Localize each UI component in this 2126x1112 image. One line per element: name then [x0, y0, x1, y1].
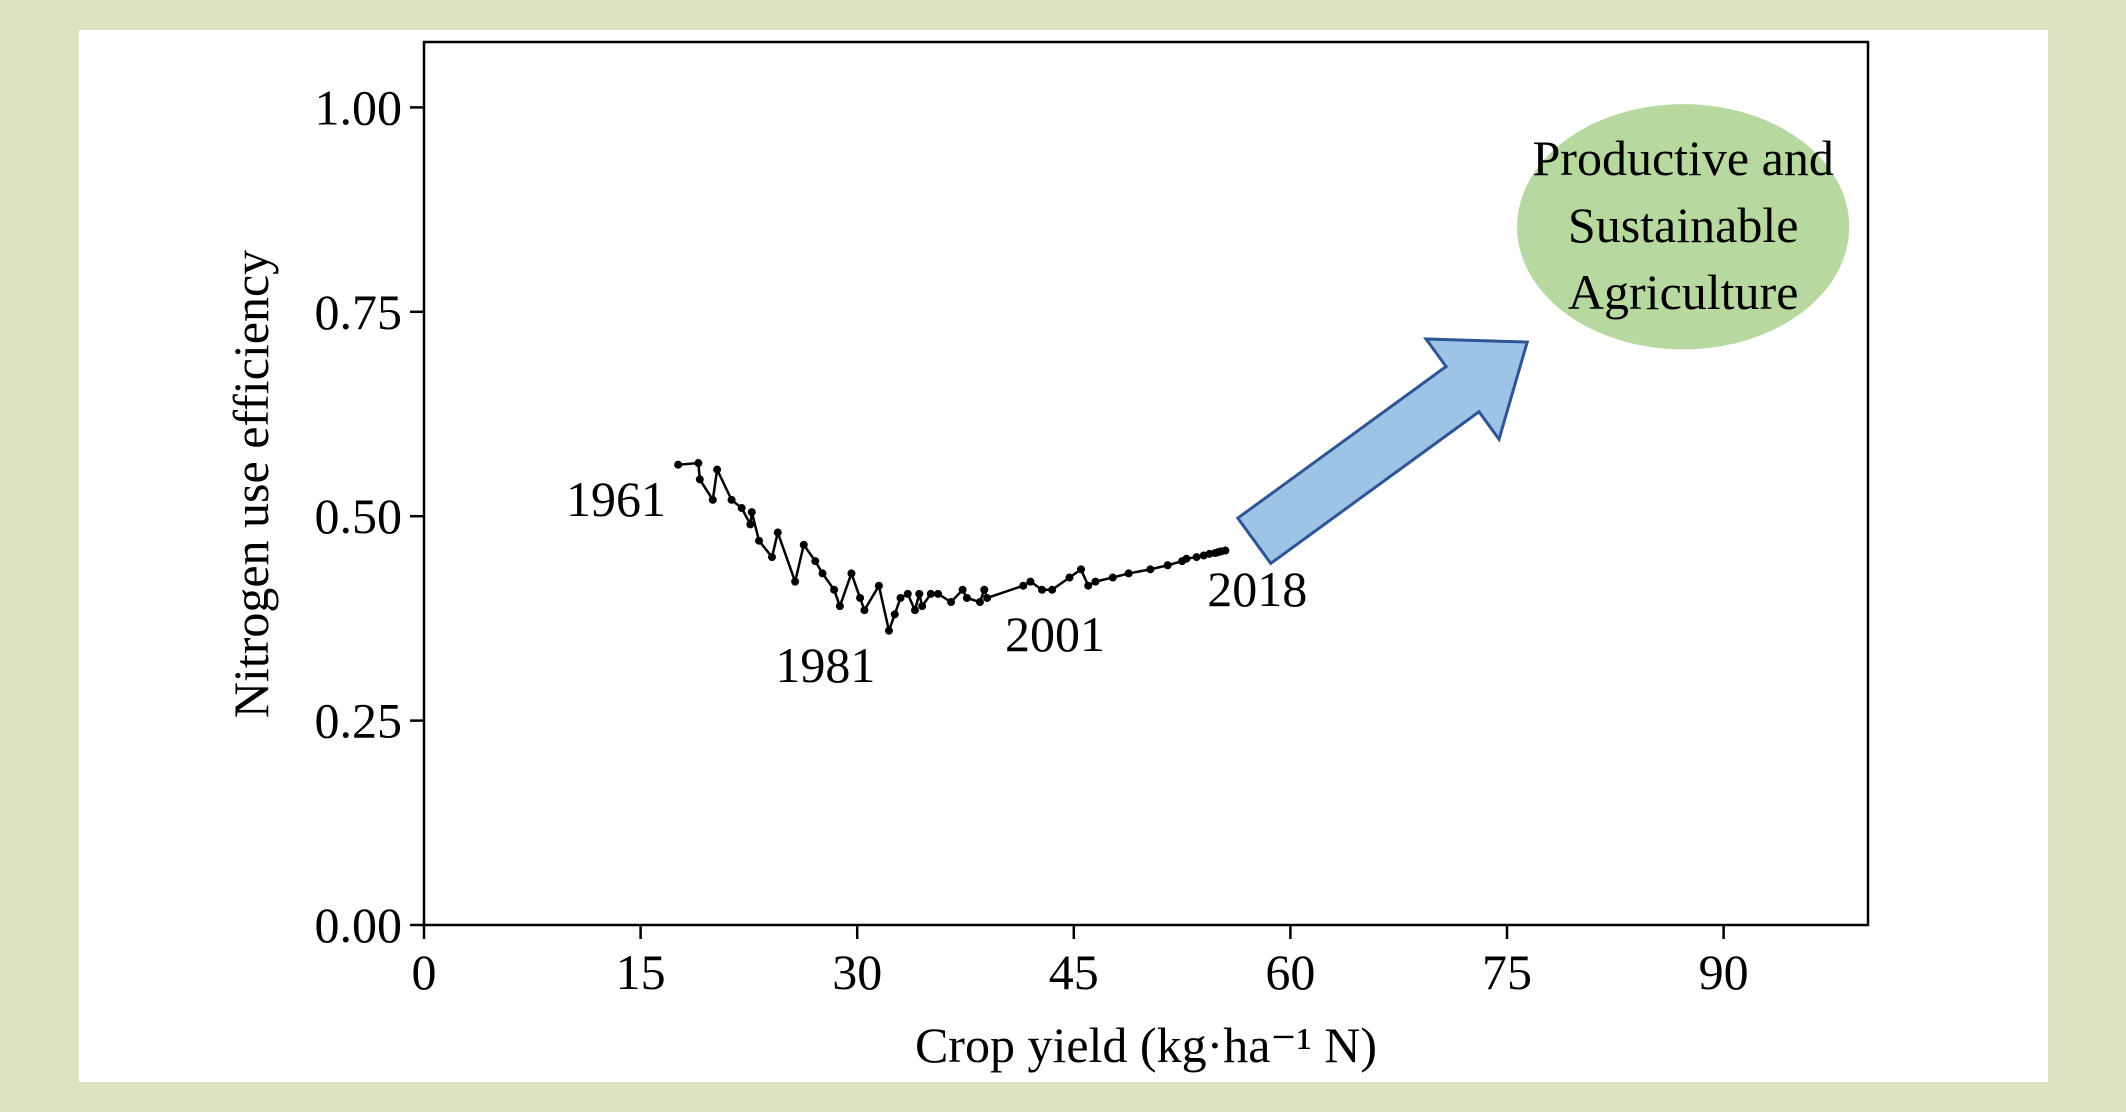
data-point — [1192, 553, 1201, 562]
data-point — [856, 593, 865, 602]
y-tick-label: 0.50 — [315, 488, 403, 544]
data-point — [835, 602, 844, 611]
x-tick-label: 15 — [616, 944, 666, 1000]
data-point — [708, 495, 717, 504]
data-point — [773, 528, 782, 537]
x-axis-label: Crop yield (kg·ha⁻¹ N) — [915, 1017, 1377, 1073]
data-point — [847, 569, 856, 578]
data-point — [926, 589, 935, 598]
data-point — [830, 585, 839, 594]
data-point — [768, 553, 777, 562]
data-point — [695, 475, 704, 484]
data-point — [896, 593, 905, 602]
x-tick-label: 90 — [1699, 944, 1749, 1000]
data-point — [934, 589, 943, 598]
data-point — [975, 598, 984, 607]
data-point — [791, 577, 800, 586]
series-line — [678, 461, 1226, 636]
year-annotation: 2001 — [1005, 606, 1105, 662]
y-tick-label: 1.00 — [315, 79, 403, 135]
data-point — [890, 610, 899, 619]
data-point — [884, 626, 893, 635]
data-point — [1038, 585, 1047, 594]
plot-frame — [422, 40, 1870, 927]
data-point — [918, 602, 927, 611]
callout-ellipse — [1517, 104, 1850, 350]
x-tick-label: 60 — [1265, 944, 1315, 1000]
data-point — [747, 508, 756, 517]
data-point — [727, 495, 736, 504]
data-point — [1048, 585, 1057, 594]
x-tick-label: 75 — [1482, 944, 1532, 1000]
data-point — [799, 540, 808, 549]
data-point — [1163, 561, 1172, 570]
x-tick-label: 0 — [412, 944, 437, 1000]
data-point — [1026, 577, 1035, 586]
data-point — [910, 606, 919, 615]
data-point — [694, 459, 703, 468]
data-point — [746, 520, 755, 529]
data-point — [818, 569, 827, 578]
data-point — [1084, 581, 1093, 590]
data-point — [713, 465, 722, 474]
data-point — [755, 536, 764, 545]
data-point — [980, 585, 989, 594]
y-tick-label: 0.25 — [315, 693, 403, 749]
data-point — [811, 557, 820, 566]
trend-arrow — [1235, 337, 1530, 566]
callout-text-line: Sustainable — [1568, 197, 1799, 253]
data-point — [947, 598, 956, 607]
data-point — [915, 589, 924, 598]
y-axis-label: Nitrogen use efficiency — [223, 250, 279, 718]
data-point — [1091, 577, 1100, 586]
x-tick-label: 45 — [1049, 944, 1099, 1000]
data-point — [1182, 554, 1191, 563]
data-point — [674, 460, 683, 469]
data-point — [1108, 573, 1117, 582]
data-point — [874, 581, 883, 590]
callout-text-line: Agriculture — [1568, 264, 1798, 320]
data-point — [1146, 565, 1155, 574]
year-annotation: 1961 — [566, 471, 666, 527]
callout-text-line: Productive and — [1533, 130, 1834, 186]
x-tick-label: 30 — [832, 944, 882, 1000]
year-annotation: 1981 — [775, 637, 875, 693]
data-point — [860, 606, 869, 615]
y-tick-label: 0.00 — [315, 897, 403, 953]
data-point — [1065, 573, 1074, 582]
data-point — [1221, 546, 1230, 555]
data-point — [903, 589, 912, 598]
data-point — [962, 593, 971, 602]
data-point — [1077, 565, 1086, 574]
y-tick-label: 0.75 — [315, 284, 403, 340]
data-point — [737, 504, 746, 513]
year-annotation: 2018 — [1207, 561, 1307, 617]
data-point — [1019, 581, 1028, 590]
data-point — [958, 585, 967, 594]
data-point — [1124, 569, 1133, 578]
data-point — [983, 593, 992, 602]
